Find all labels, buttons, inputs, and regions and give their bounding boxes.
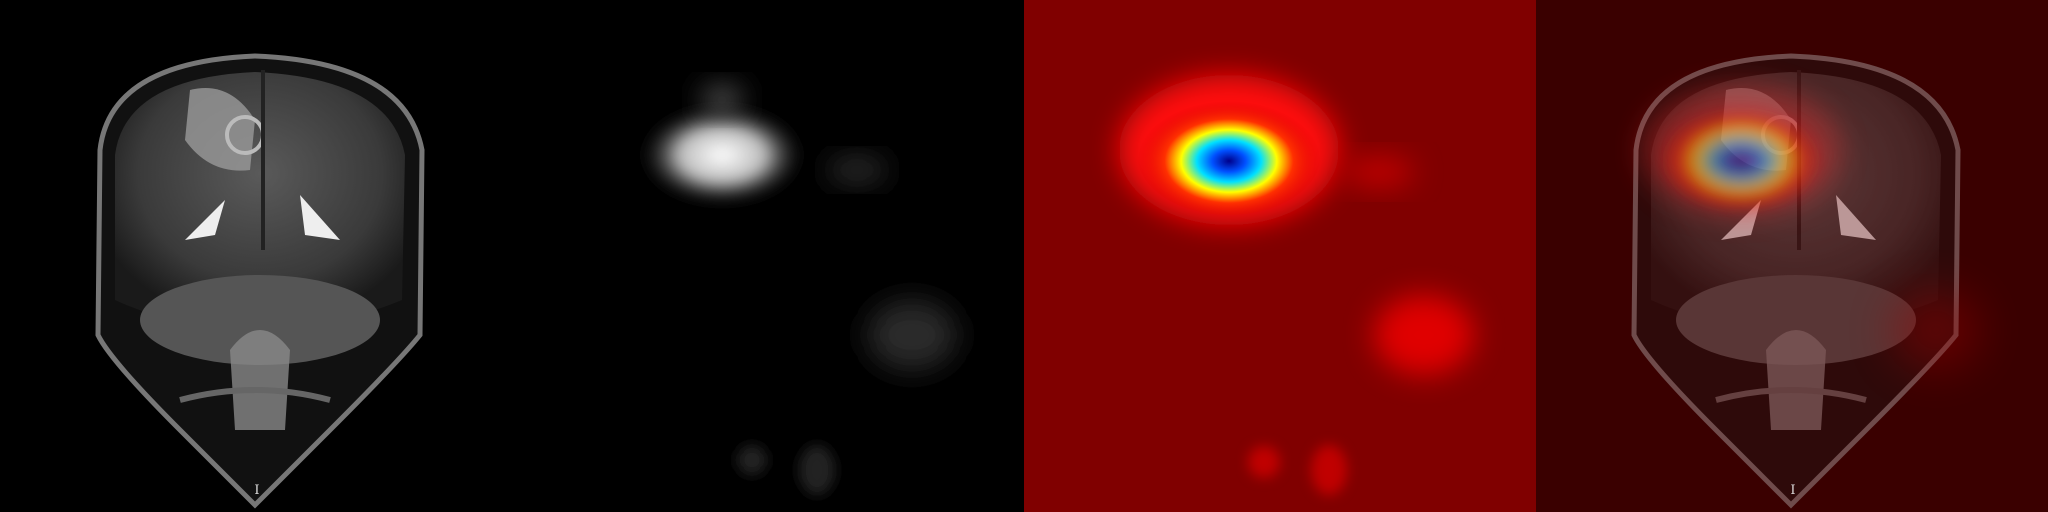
jet-heatmap-panel — [1024, 0, 1536, 512]
gray-heatmap-panel — [512, 0, 1024, 512]
marker: I — [254, 483, 259, 498]
marker: I — [1790, 483, 1795, 498]
mri-panel: I — [0, 0, 512, 512]
overlay-panel: I — [1536, 0, 2048, 512]
